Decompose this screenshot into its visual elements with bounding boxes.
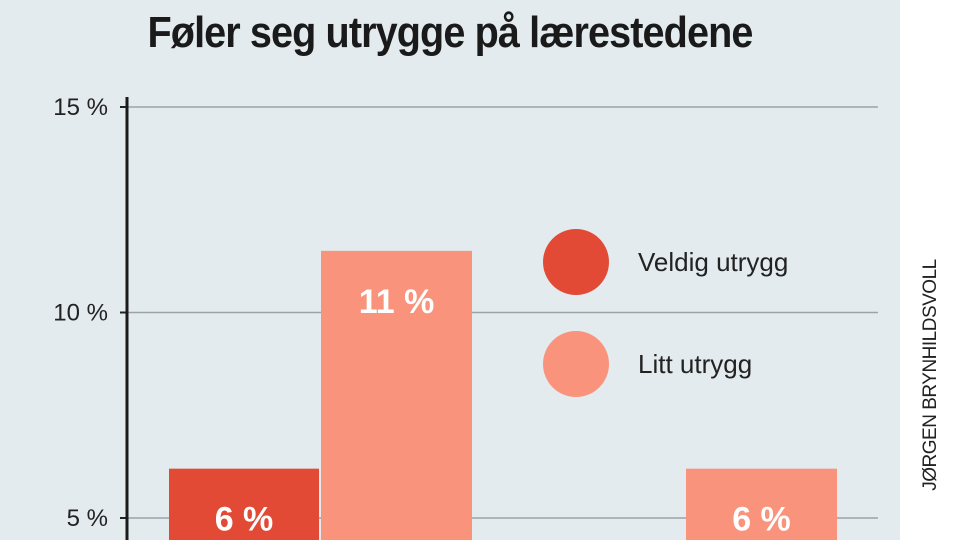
chart-title: Føler seg utrygge på lærestedene (147, 8, 754, 57)
photo-credit: JØRGEN BRYNHILDSVOLL (920, 259, 941, 491)
legend-label: Veldig utrygg (638, 247, 788, 277)
bar (686, 468, 837, 540)
bar-data-label: 6 % (215, 501, 274, 539)
bar-data-label: 11 % (359, 283, 435, 321)
legend-label: Litt utrygg (638, 349, 752, 379)
legend-swatch (543, 229, 609, 295)
bar (169, 468, 319, 540)
y-tick-label: 10 % (53, 300, 108, 327)
y-tick-label: 15 % (53, 94, 108, 121)
bar-data-label: 6 % (732, 501, 791, 539)
legend-swatch (543, 331, 609, 397)
bar (321, 250, 472, 540)
bar-chart: 15 % 10 % 5 % 6 % 11 % 6 % Veldig utrygg Litt u… (53, 94, 878, 540)
y-tick-label: 5 % (67, 505, 108, 532)
